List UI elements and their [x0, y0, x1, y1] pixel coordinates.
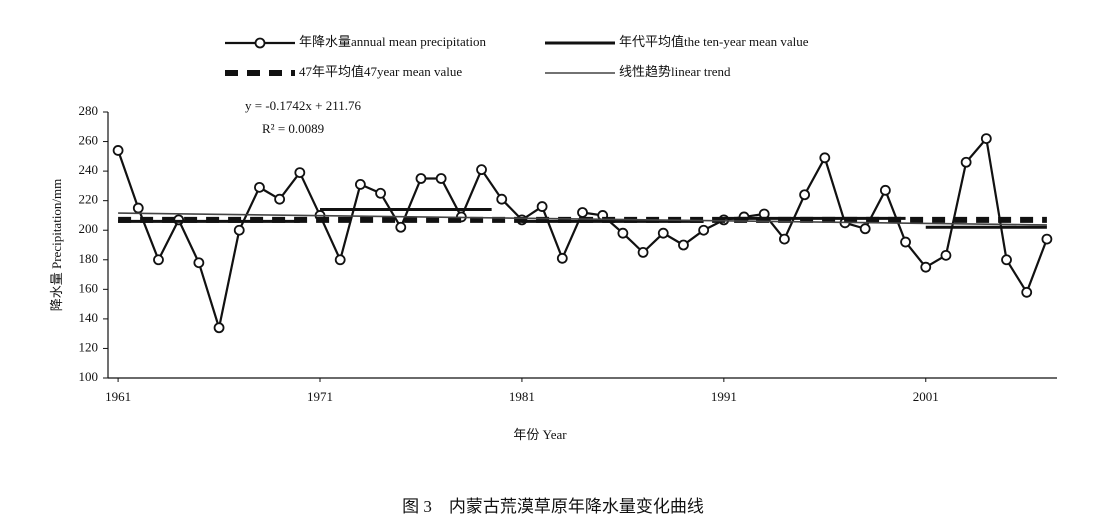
data-point: [395, 221, 407, 233]
x-tick-label: 1971: [307, 389, 333, 404]
legend-label: 年代平均值the ten-year mean value: [619, 34, 809, 49]
data-point: [920, 261, 932, 273]
data-point: [637, 246, 649, 258]
data-point: [375, 187, 386, 199]
data-point: [698, 224, 710, 236]
data-point: [799, 189, 811, 201]
y-tick-label: 100: [79, 369, 99, 384]
x-tick-label: 2001: [913, 389, 939, 404]
data-point: [476, 164, 487, 176]
data-point: [334, 254, 346, 266]
data-point: [153, 254, 164, 266]
y-tick-label: 220: [79, 192, 99, 207]
y-tick-label: 180: [79, 251, 99, 266]
data-point: [819, 152, 831, 164]
legend-label: 47年平均值47year mean value: [299, 64, 462, 79]
equation: y = -0.1742x + 211.76: [245, 98, 362, 113]
y-tick-label: 240: [79, 162, 99, 177]
caption: 图 3 内蒙古荒漠草原年降水量变化曲线: [402, 497, 704, 516]
y-axis-label: 降水量 Precipitation/mm: [49, 179, 64, 312]
y-tick-label: 140: [79, 310, 99, 325]
data-point: [213, 322, 225, 334]
y-tick-label: 260: [79, 133, 99, 148]
x-axis-label: 年份 Year: [513, 427, 567, 442]
data-point: [879, 184, 891, 196]
data-point: [960, 156, 972, 168]
data-point: [1021, 286, 1033, 298]
y-tick-label: 280: [79, 103, 99, 118]
x-tick-label: 1961: [105, 389, 131, 404]
data-point: [274, 193, 286, 205]
data-point: [678, 239, 689, 251]
data-point: [193, 257, 205, 269]
legend-label: 线性趋势linear trend: [619, 64, 731, 79]
series-line: [118, 212, 1047, 226]
data-point: [415, 173, 427, 184]
data-point: [233, 224, 245, 236]
legend-label: 年降水量annual mean precipitation: [299, 34, 487, 49]
data-point: [435, 173, 447, 184]
x-tick-label: 1991: [711, 389, 737, 404]
data-point: [354, 179, 366, 190]
data-point: [617, 227, 629, 239]
data-point: [779, 233, 790, 245]
data-point: [112, 145, 124, 156]
data-point: [980, 133, 992, 145]
data-point: [577, 207, 588, 218]
data-point: [940, 249, 952, 261]
data-point: [1041, 233, 1053, 245]
data-point: [1001, 254, 1012, 266]
data-point: [132, 202, 144, 214]
x-tick-label: 1981: [509, 389, 535, 404]
legend-marker: [254, 37, 266, 49]
data-point: [536, 201, 548, 212]
series-line: [117, 136, 1048, 329]
data-point: [859, 223, 871, 235]
data-point: [900, 236, 911, 248]
r-squared: R² = 0.0089: [262, 121, 324, 136]
data-point: [294, 167, 306, 178]
data-point: [556, 252, 568, 264]
y-tick-label: 120: [79, 339, 99, 354]
y-tick-label: 160: [79, 280, 99, 295]
data-point: [657, 227, 669, 239]
data-point: [254, 181, 265, 193]
y-tick-label: 200: [79, 221, 99, 236]
data-point: [496, 193, 508, 205]
